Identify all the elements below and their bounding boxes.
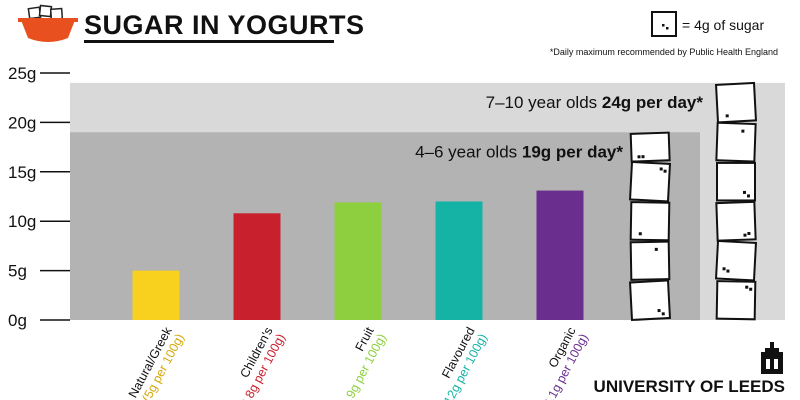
y-tick-label-25: 25g xyxy=(8,64,36,83)
y-axis: 0g 5g 10g 15g 20g 25g xyxy=(8,64,70,330)
university-name: UNIVERSITY OF LEEDS xyxy=(594,377,785,396)
recommendation-bands: 7–10 year olds 24g per day* 4–6 year olds… xyxy=(70,82,785,320)
sugar-cube xyxy=(715,280,757,321)
university-tower-icon xyxy=(761,342,783,374)
sugar-cube xyxy=(716,161,756,202)
sugar-cube xyxy=(714,81,758,124)
band-label-amount: 19g per day* xyxy=(522,142,623,161)
sugar-cube xyxy=(629,131,671,163)
legend-text: = 4g of sugar xyxy=(682,17,764,33)
band-label-prefix: 4–6 year olds xyxy=(415,142,522,161)
footnote: *Daily maximum recommended by Public Hea… xyxy=(550,47,778,57)
bars xyxy=(132,190,584,320)
sugar-cube xyxy=(628,279,672,322)
sugar-cube xyxy=(629,240,671,281)
band-label-19g: 4–6 year olds 19g per day* xyxy=(415,142,623,161)
sugar-cube xyxy=(715,200,757,242)
y-tick-label-0: 0g xyxy=(8,311,27,330)
header: SUGAR IN YOGURTS xyxy=(18,4,365,43)
category-label: Fruit(11.9g per 100g) xyxy=(334,324,389,400)
bar-flavoured xyxy=(435,201,483,320)
band-label-24g: 7–10 year olds 24g per day* xyxy=(486,93,704,112)
category-label: Children's(10.8g per 100g) xyxy=(232,325,288,400)
y-tick-label-15: 15g xyxy=(8,163,36,182)
bar-natural-greek xyxy=(132,270,180,320)
legend: = 4g of sugar xyxy=(651,11,764,37)
sugar-cube xyxy=(714,239,758,282)
y-tick-label-10: 10g xyxy=(8,212,36,231)
sugar-cube xyxy=(629,201,671,242)
bar-children-s xyxy=(233,213,281,320)
band-label-prefix: 7–10 year olds xyxy=(486,93,602,112)
sugar-cube-icon xyxy=(651,11,677,37)
y-tick-label-5: 5g xyxy=(8,262,27,281)
category-label: Organic(13.1g per 100g) xyxy=(535,325,591,400)
band-label-amount: 24g per day* xyxy=(602,93,703,112)
yogurt-bowl-icon xyxy=(18,4,78,42)
sugar-cube xyxy=(715,121,757,163)
category-label: Natural/Greek(5g per 100g) xyxy=(126,324,187,400)
category-label: Flavoured(12g per 100g) xyxy=(439,325,490,400)
sugar-cube xyxy=(628,160,672,203)
page-title: SUGAR IN YOGURTS xyxy=(84,10,365,40)
title-underline xyxy=(84,40,334,43)
bar-fruit xyxy=(334,202,382,320)
bar-organic xyxy=(536,190,584,320)
category-labels: Natural/Greek(5g per 100g) Children's(10.… xyxy=(126,324,591,400)
y-tick-label-20: 20g xyxy=(8,113,36,132)
university-branding: UNIVERSITY OF LEEDS xyxy=(594,342,785,396)
sugar-cube-stacks xyxy=(628,81,758,322)
